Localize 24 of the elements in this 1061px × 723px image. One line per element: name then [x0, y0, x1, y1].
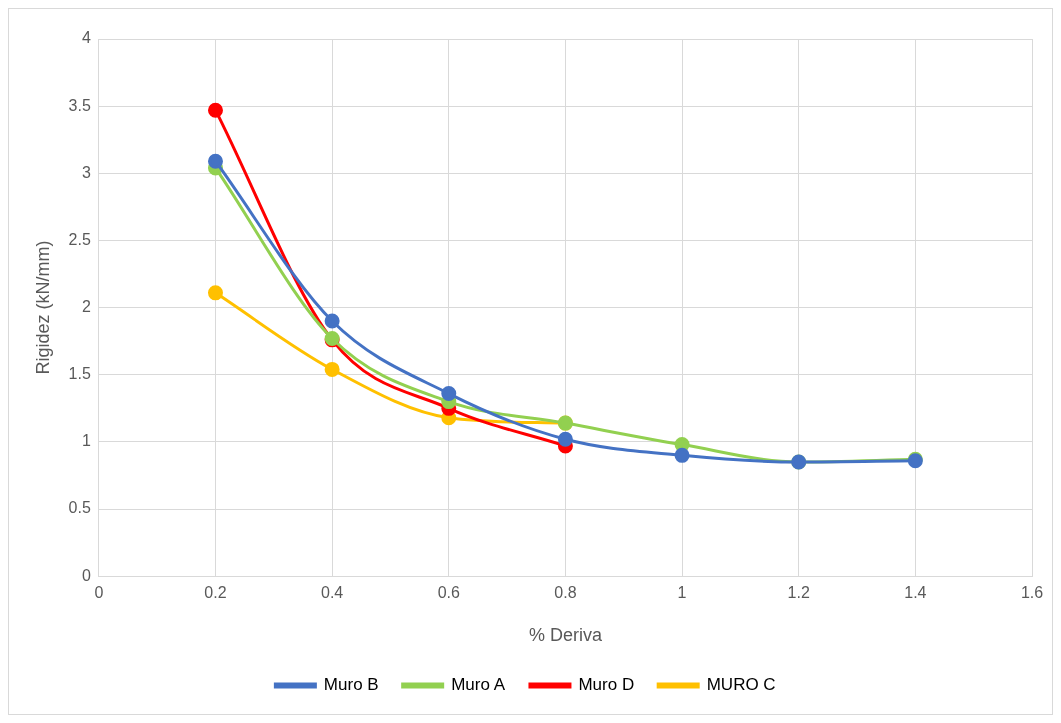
y-tick-label: 0.5: [68, 499, 91, 517]
x-axis-title: % Deriva: [528, 625, 603, 646]
x-tick-label: 1: [677, 584, 687, 602]
y-axis-title: Rigidez (kN/mm): [32, 240, 53, 375]
y-tick-label: 3: [81, 163, 91, 181]
legend-label: Muro A: [451, 675, 506, 695]
x-tick-label: 1.2: [787, 584, 810, 602]
y-tick-label: 0: [81, 566, 91, 584]
y-tick-label: 4: [81, 29, 91, 47]
x-tick-label: 1.6: [1020, 584, 1044, 602]
x-tick-label: 0: [94, 584, 104, 602]
x-tick-label: 0.2: [204, 584, 227, 602]
legend-label: MURO C: [706, 675, 776, 695]
y-tick-label: 1: [81, 432, 91, 450]
x-tick-label: 0.6: [437, 584, 460, 602]
legend-label: Muro B: [323, 675, 379, 695]
legend-label: Muro D: [578, 675, 635, 695]
y-tick-label: 1.5: [68, 365, 91, 383]
y-tick-label: 2: [81, 298, 91, 316]
y-tick-label: 3.5: [68, 96, 91, 114]
x-tick-label: 1.4: [904, 584, 927, 602]
x-tick-label: 0.4: [321, 584, 344, 602]
y-tick-label: 2.5: [68, 230, 91, 248]
x-tick-label: 0.8: [554, 584, 577, 602]
